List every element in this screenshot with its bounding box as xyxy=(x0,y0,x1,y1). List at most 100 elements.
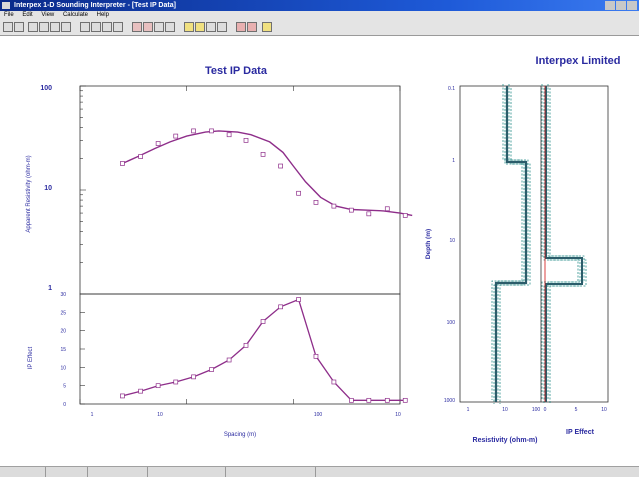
ip-data-point xyxy=(331,379,337,385)
ip-data-point xyxy=(173,379,179,385)
resistivity-data-point xyxy=(331,203,337,209)
toolbar-button[interactable] xyxy=(91,22,101,32)
status-cell xyxy=(88,467,148,477)
ip-data-point xyxy=(296,297,301,302)
minimize-button[interactable] xyxy=(605,1,615,10)
toolbar-button[interactable] xyxy=(206,22,216,32)
resistivity-data-point xyxy=(402,213,408,218)
resistivity-equivalence-line xyxy=(493,88,525,404)
ip-data-point xyxy=(243,342,249,348)
toolbar-button[interactable] xyxy=(195,22,205,32)
model-layers xyxy=(491,84,587,404)
ip-data-point xyxy=(138,388,143,394)
menu-help[interactable]: Help xyxy=(96,12,109,18)
spacing-tick-1000: 10 xyxy=(395,412,401,418)
toolbar-button[interactable] xyxy=(262,22,272,32)
ip-data-point xyxy=(155,383,161,389)
toolbar-button[interactable] xyxy=(50,22,60,32)
res-tick-10: 10 xyxy=(44,185,52,192)
ip-tick-label: 30 xyxy=(60,292,66,298)
ip-tick-label: 5 xyxy=(63,384,66,390)
toolbar-button[interactable] xyxy=(14,22,24,32)
toolbar-button[interactable] xyxy=(3,22,13,32)
toolbar-button[interactable] xyxy=(143,22,153,32)
plot-title: Test IP Data xyxy=(205,65,268,77)
ip-tick-label: 20 xyxy=(60,329,66,335)
toolbar-button[interactable] xyxy=(39,22,49,32)
depth-tick-0.1: 0.1 xyxy=(448,86,455,92)
ip-model-line xyxy=(545,86,583,402)
resistivity-data-point xyxy=(296,190,301,196)
resistivity-data-point xyxy=(313,200,319,205)
ip-data-point xyxy=(366,397,372,403)
toolbar-button[interactable] xyxy=(132,22,142,32)
toolbar-button[interactable] xyxy=(113,22,123,32)
toolbar-button[interactable] xyxy=(165,22,175,32)
ip-data-point xyxy=(226,357,232,363)
model-ip-tick-5: 5 xyxy=(575,407,578,413)
toolbar-button[interactable] xyxy=(247,22,257,32)
model-ip-tick-10: 10 xyxy=(601,407,607,413)
sounding-plot: Test IP Data Interpex Limited 100 10 1 A… xyxy=(26,55,621,444)
depth-tick-1: 1 xyxy=(452,158,455,164)
ip-data-point xyxy=(278,304,283,310)
resistivity-fit-line xyxy=(122,130,413,217)
resistivity-data-point xyxy=(366,211,372,217)
res-tick-1: 1 xyxy=(48,285,52,292)
ip-equivalence-line xyxy=(549,88,587,404)
resistivity-equivalence-line xyxy=(491,84,523,400)
resistivity-data-point xyxy=(349,207,354,213)
model-res-label: Resistivity (ohm-m) xyxy=(473,437,538,444)
ip-tick-label: 10 xyxy=(60,365,66,371)
resistivity-data-point xyxy=(209,128,214,134)
menu-view[interactable]: View xyxy=(41,12,55,18)
depth-tick-100: 100 xyxy=(447,320,456,326)
resistivity-data-point xyxy=(243,138,249,143)
ip-data-point xyxy=(402,397,408,403)
toolbar xyxy=(0,20,639,36)
model-res-tick-100: 100 xyxy=(532,407,541,413)
close-button[interactable] xyxy=(627,1,637,10)
company-label: Interpex Limited xyxy=(536,55,621,67)
ip-ticks: 30 25 20 15 10 5 0 xyxy=(60,292,85,408)
resistivity-data-point xyxy=(226,132,232,138)
resistivity-data-point xyxy=(260,152,266,157)
menu-edit[interactable]: Edit xyxy=(22,12,33,18)
menu-calculate[interactable]: Calculate xyxy=(62,12,88,18)
resistivity-data-point xyxy=(120,161,125,166)
ip-equivalence-line xyxy=(547,84,585,400)
ip-axis-label: IP Effect xyxy=(28,346,34,369)
ip-data-point xyxy=(120,393,125,399)
model-res-tick-10: 10 xyxy=(502,407,508,413)
toolbar-button[interactable] xyxy=(236,22,246,32)
toolbar-button[interactable] xyxy=(28,22,38,32)
ip-data-point xyxy=(384,397,390,403)
depth-label: Depth (m) xyxy=(425,229,432,259)
window-title: Interpex 1-D Sounding Interpreter - [Tes… xyxy=(14,2,176,9)
model-panel xyxy=(459,85,609,403)
toolbar-button[interactable] xyxy=(61,22,71,32)
resistivity-data-point xyxy=(155,141,161,146)
resistivity-data-point xyxy=(173,133,179,139)
status-cell xyxy=(46,467,88,477)
resistivity-data-point xyxy=(191,128,196,134)
res-tick-100: 100 xyxy=(40,85,52,92)
toolbar-button[interactable] xyxy=(217,22,227,32)
toolbar-button[interactable] xyxy=(80,22,90,32)
maximize-button[interactable] xyxy=(616,1,626,10)
ip-tick-label: 0 xyxy=(63,402,66,408)
ip-data-point xyxy=(209,367,214,372)
ip-data-point xyxy=(191,374,196,380)
resistivity-model-line xyxy=(494,86,528,402)
toolbar-button[interactable] xyxy=(102,22,112,32)
menu-file[interactable]: File xyxy=(4,12,14,18)
spacing-label: Spacing (m) xyxy=(224,432,256,438)
toolbar-button[interactable] xyxy=(154,22,164,32)
depth-tick-10: 10 xyxy=(449,238,455,244)
ip-equivalence-line xyxy=(543,88,581,404)
ip-tick-label: 15 xyxy=(60,347,66,353)
model-ip-label: IP Effect xyxy=(566,429,595,436)
toolbar-button[interactable] xyxy=(184,22,194,32)
resistivity-panel xyxy=(79,85,401,295)
res-axis-label: Apparent Resistivity (ohm-m) xyxy=(26,155,32,232)
